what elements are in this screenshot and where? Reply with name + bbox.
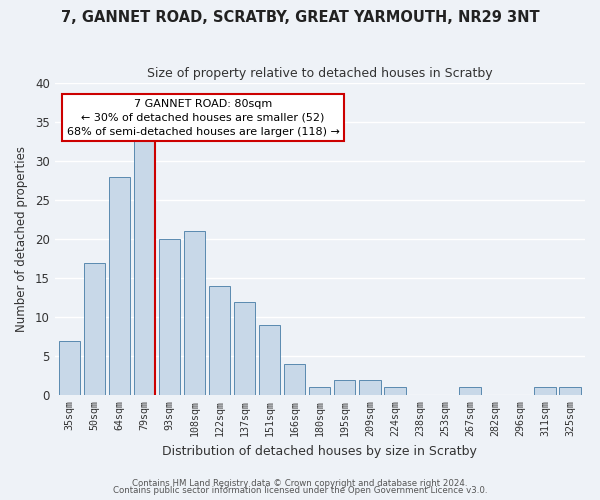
Bar	[309, 388, 331, 396]
Bar	[209, 286, 230, 396]
Bar	[184, 232, 205, 396]
Bar	[109, 176, 130, 396]
Bar	[284, 364, 305, 396]
Bar	[234, 302, 256, 396]
Text: 7, GANNET ROAD, SCRATBY, GREAT YARMOUTH, NR29 3NT: 7, GANNET ROAD, SCRATBY, GREAT YARMOUTH,…	[61, 10, 539, 25]
Bar	[59, 340, 80, 396]
Text: 7 GANNET ROAD: 80sqm
← 30% of detached houses are smaller (52)
68% of semi-detac: 7 GANNET ROAD: 80sqm ← 30% of detached h…	[67, 98, 340, 136]
Bar	[84, 262, 106, 396]
X-axis label: Distribution of detached houses by size in Scratby: Distribution of detached houses by size …	[163, 444, 477, 458]
Text: Contains public sector information licensed under the Open Government Licence v3: Contains public sector information licen…	[113, 486, 487, 495]
Bar	[359, 380, 380, 396]
Bar	[259, 325, 280, 396]
Bar	[134, 138, 155, 396]
Bar	[159, 239, 181, 396]
Bar	[459, 388, 481, 396]
Text: Contains HM Land Registry data © Crown copyright and database right 2024.: Contains HM Land Registry data © Crown c…	[132, 478, 468, 488]
Y-axis label: Number of detached properties: Number of detached properties	[15, 146, 28, 332]
Bar	[384, 388, 406, 396]
Bar	[559, 388, 581, 396]
Bar	[334, 380, 355, 396]
Bar	[535, 388, 556, 396]
Title: Size of property relative to detached houses in Scratby: Size of property relative to detached ho…	[147, 68, 493, 80]
